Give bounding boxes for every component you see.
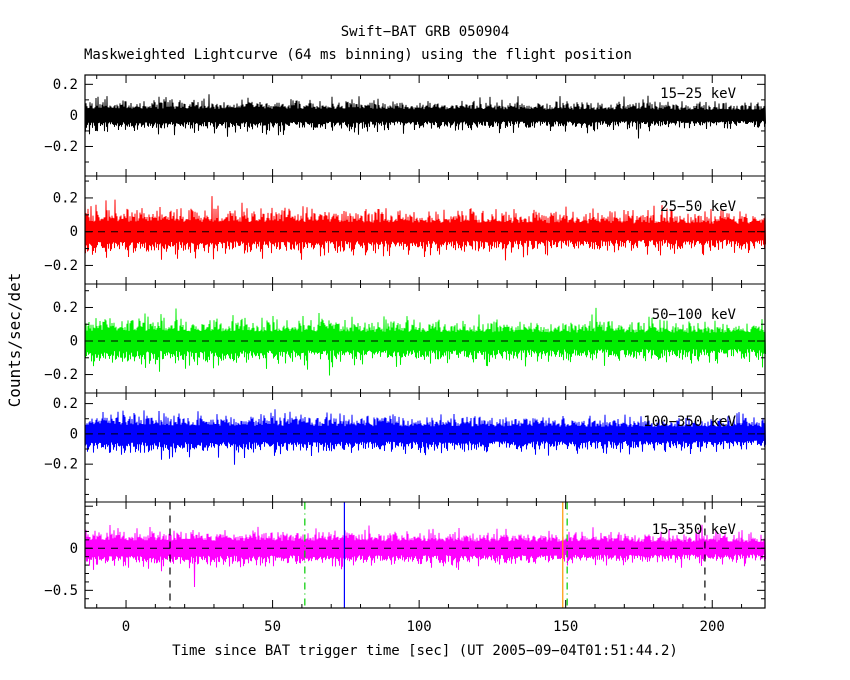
chart-title: Swift−BAT GRB 050904: [341, 24, 510, 40]
chart-subtitle: Maskweighted Lightcurve (64 ms binning) …: [84, 47, 632, 63]
panel-label-50-100-keV: 50−100 keV: [652, 307, 737, 323]
panel-label-100-350-keV: 100−350 keV: [643, 414, 736, 430]
x-tick-label-100: 100: [406, 619, 431, 635]
y-tick-label: −0.5: [44, 583, 78, 599]
y-tick-label: 0.2: [53, 300, 78, 316]
y-tick-label: 0: [70, 541, 78, 557]
panel-label-25-50-keV: 25−50 keV: [660, 199, 736, 215]
x-tick-label-200: 200: [700, 619, 725, 635]
y-tick-label: −0.2: [44, 258, 78, 274]
lightcurve-trace-1: [84, 196, 766, 261]
x-tick-label-0: 0: [122, 619, 130, 635]
lightcurve-trace-4: [84, 524, 766, 588]
x-tick-label-150: 150: [553, 619, 578, 635]
y-tick-label: 0.2: [53, 396, 78, 412]
y-tick-label: 0: [70, 426, 78, 442]
y-tick-label: 0: [70, 224, 78, 240]
y-tick-label: −0.2: [44, 139, 78, 155]
y-tick-label: 0.2: [53, 190, 78, 206]
panel-label-15-25-keV: 15−25 keV: [660, 86, 736, 102]
x-tick-label-50: 50: [264, 619, 281, 635]
lightcurve-trace-3: [84, 409, 766, 465]
y-tick-label: −0.2: [44, 457, 78, 473]
band-labels-group: 15−25 keV 25−50 keV 50−100 keV 100−350 k…: [643, 86, 736, 538]
panel-label-15-350-keV: 15−350 keV: [652, 522, 737, 538]
y-tick-label: 0: [70, 334, 78, 350]
lightcurve-trace-0: [84, 94, 766, 139]
y-tick-label: 0.2: [53, 77, 78, 93]
x-axis-label: Time since BAT trigger time [sec] (UT 20…: [172, 643, 678, 659]
y-tick-label: 0: [70, 108, 78, 124]
y-axis-label: Counts/sec/det: [5, 273, 24, 408]
y-tick-label: −0.2: [44, 367, 78, 383]
panels-group: 0.2 0 −0.2 0.2 0 −0.2 0.2 0 −0.2 0.2 0 −0.2 0 −0.5 0 50…: [44, 74, 766, 635]
